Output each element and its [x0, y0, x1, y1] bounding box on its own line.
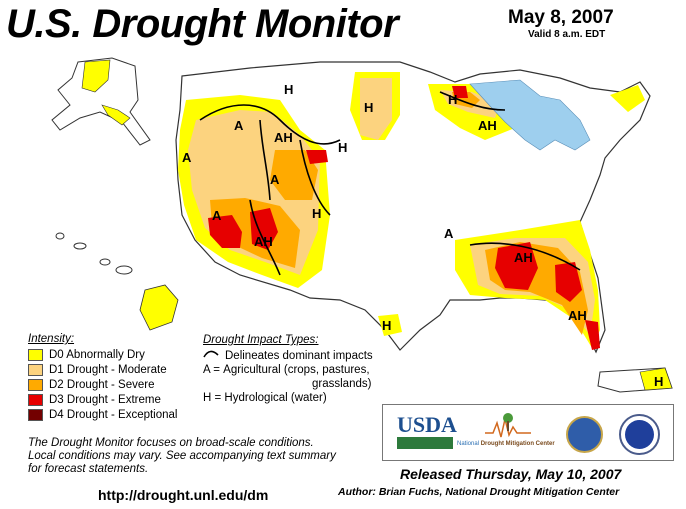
d3-arizona — [250, 208, 278, 250]
legend-item-d1: D1 Drought - Moderate — [28, 362, 177, 377]
impact-label: AH — [568, 308, 587, 323]
legend-label: D4 Drought - Exceptional — [49, 408, 178, 421]
impact-h-key: H = — [203, 392, 222, 404]
impact-a-row-cont: grasslands) — [203, 377, 373, 391]
d3-wyoming — [306, 150, 328, 164]
intensity-legend: Intensity: D0 Abnormally Dry D1 Drought … — [28, 333, 177, 422]
d0-northeast — [610, 85, 645, 112]
noaa-logo-icon — [619, 414, 660, 455]
legend-label: D3 Drought - Extreme — [49, 393, 161, 406]
note-line: for forecast statements. — [28, 463, 149, 475]
author-credit: Author: Brian Fuchs, National Drought Mi… — [338, 486, 620, 498]
release-date: Released Thursday, May 10, 2007 — [400, 466, 622, 482]
impact-label: H — [338, 140, 347, 155]
alaska — [51, 57, 151, 146]
impact-heading: Drought Impact Types: — [203, 334, 319, 346]
valid-time: Valid 8 a.m. EDT — [528, 29, 606, 40]
disclaimer-note: The Drought Monitor focuses on broad-sca… — [28, 437, 378, 476]
great-lakes — [469, 79, 591, 151]
impact-label: H — [284, 82, 293, 97]
impact-label: A — [182, 150, 192, 165]
note-line: Local conditions may vary. See accompany… — [28, 450, 336, 462]
legend-item-d3: D3 Drought - Extreme — [28, 392, 177, 407]
impact-legend: Drought Impact Types: Delineates dominan… — [203, 333, 373, 405]
legend-item-d4: D4 Drought - Exceptional — [28, 407, 177, 422]
impact-label: A — [234, 118, 244, 133]
d3-florida — [585, 320, 600, 350]
puerto-rico-drought — [639, 367, 673, 391]
d3-georgia — [555, 262, 582, 302]
legend-label: D2 Drought - Severe — [49, 378, 155, 391]
impact-label: AH — [274, 130, 293, 145]
drought-url-link[interactable]: http://drought.unl.edu/dm — [98, 487, 269, 503]
impact-h-row: H = Hydrological (water) — [203, 391, 373, 405]
hawaii — [55, 232, 179, 331]
impact-label: H — [382, 318, 391, 333]
impact-line-label: Delineates dominant impacts — [225, 350, 373, 362]
agency-logos: USDA National Drought Mitigation Center — [382, 404, 674, 461]
d3-alabama — [495, 242, 538, 290]
usda-logo: USDA — [397, 412, 457, 437]
legend-heading: Intensity: — [28, 333, 75, 345]
legend-label: D0 Abnormally Dry — [49, 348, 145, 361]
note-line: The Drought Monitor focuses on broad-sca… — [28, 437, 314, 449]
impact-label: AH — [478, 118, 497, 133]
impact-label: A — [212, 208, 222, 223]
map-date: May 8, 2007 — [508, 7, 614, 28]
legend-item-d0: D0 Abnormally Dry — [28, 347, 177, 362]
ndmc-text-a: National — [457, 441, 481, 447]
legend-swatch — [28, 378, 43, 391]
impact-a-row: A = Agricultural (crops, pastures, — [203, 363, 373, 377]
impact-a-key: A = — [203, 364, 220, 376]
d1-north-plains — [360, 78, 392, 140]
legend-swatch — [28, 393, 43, 406]
impact-label: H — [364, 100, 373, 115]
impact-a-label: Agricultural (crops, pastures, — [223, 364, 370, 376]
impact-line-icon — [203, 349, 225, 363]
impact-label: H — [312, 206, 321, 221]
commerce-seal-icon — [566, 416, 603, 453]
ndmc-text-b: Drought Mitigation Center — [480, 441, 555, 447]
impact-labels: H A H H AH AH A H A A H AH A AH AH H H — [182, 82, 663, 389]
d2-utah — [270, 150, 318, 200]
impact-label: H — [448, 92, 457, 107]
impact-label: A — [444, 226, 454, 241]
impact-label: AH — [514, 250, 533, 265]
d3-socal — [208, 215, 242, 248]
legend-label: D1 Drought - Moderate — [49, 363, 167, 376]
legend-item-d2: D2 Drought - Severe — [28, 377, 177, 392]
impact-label: AH — [254, 234, 273, 249]
d3-minnesota — [452, 86, 468, 98]
legend-swatch — [28, 408, 43, 421]
usda-logo-bar — [397, 437, 453, 449]
impact-line-row: Delineates dominant impacts — [203, 349, 373, 363]
impact-a-label-cont: grasslands) — [312, 378, 372, 390]
ndmc-logo-icon — [485, 413, 531, 438]
impact-lines — [199, 91, 581, 276]
ndmc-logo-text: National Drought Mitigation Center — [457, 441, 555, 447]
legend-swatch — [28, 348, 43, 361]
impact-label: A — [270, 172, 280, 187]
map-title: U.S. Drought Monitor — [6, 2, 399, 46]
legend-swatch — [28, 363, 43, 376]
impact-h-label: Hydrological (water) — [224, 392, 327, 404]
d0-texas — [378, 314, 402, 336]
impact-label: H — [654, 374, 663, 389]
